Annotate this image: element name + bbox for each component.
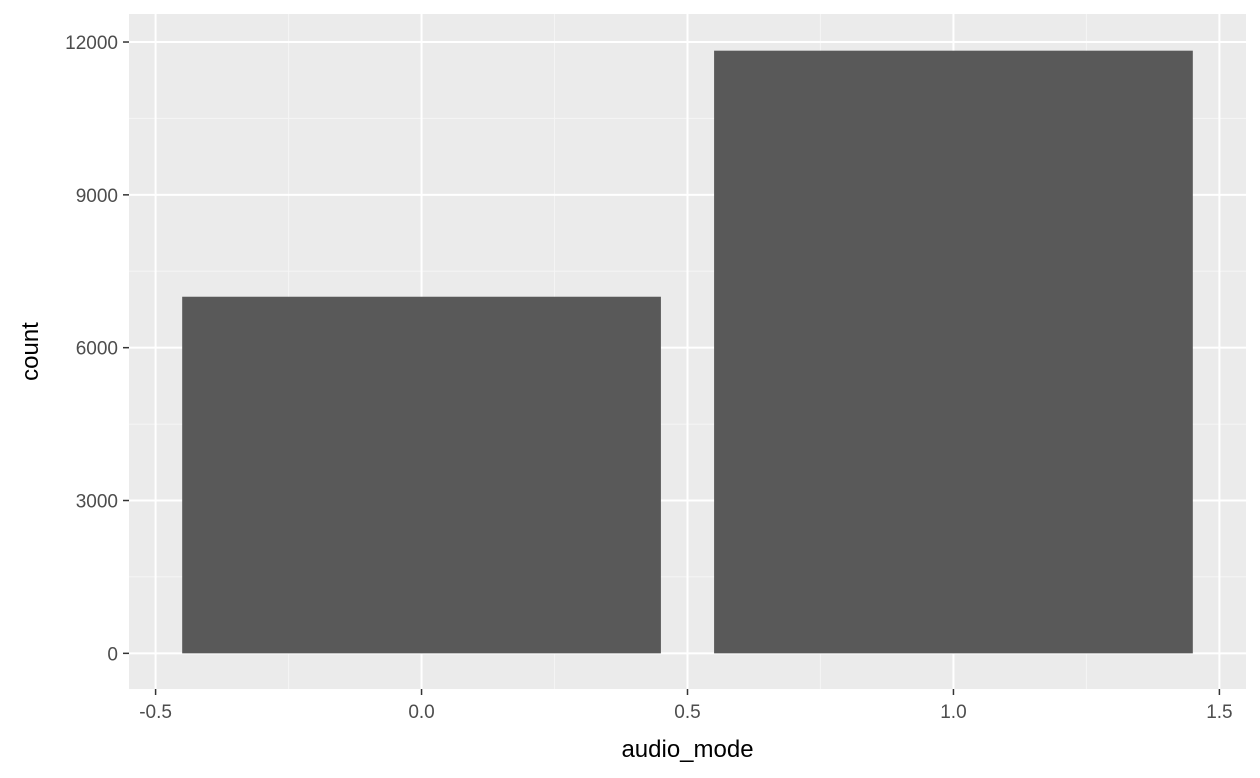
- x-tick-label: 0.5: [674, 702, 700, 723]
- x-tick-label: 1.5: [1206, 702, 1232, 723]
- x-axis: -0.5 0.0 0.5 1.0 1.5: [139, 689, 1233, 723]
- y-axis: 0 3000 6000 9000 12000: [65, 33, 129, 665]
- x-tick-label: 1.0: [940, 702, 966, 723]
- x-tick-label: -0.5: [139, 702, 172, 723]
- y-tick-label: 9000: [76, 186, 118, 207]
- bar-1: [714, 50, 1193, 654]
- x-axis-title: audio_mode: [621, 736, 753, 763]
- x-tick-label: 0.0: [408, 702, 434, 723]
- bars-group: [182, 50, 1193, 654]
- y-tick-label: 0: [107, 644, 118, 665]
- y-tick-label: 12000: [65, 33, 118, 54]
- bar-0: [182, 296, 661, 654]
- y-axis-title: count: [17, 322, 44, 381]
- y-tick-label: 3000: [76, 492, 118, 513]
- y-tick-label: 6000: [76, 339, 118, 360]
